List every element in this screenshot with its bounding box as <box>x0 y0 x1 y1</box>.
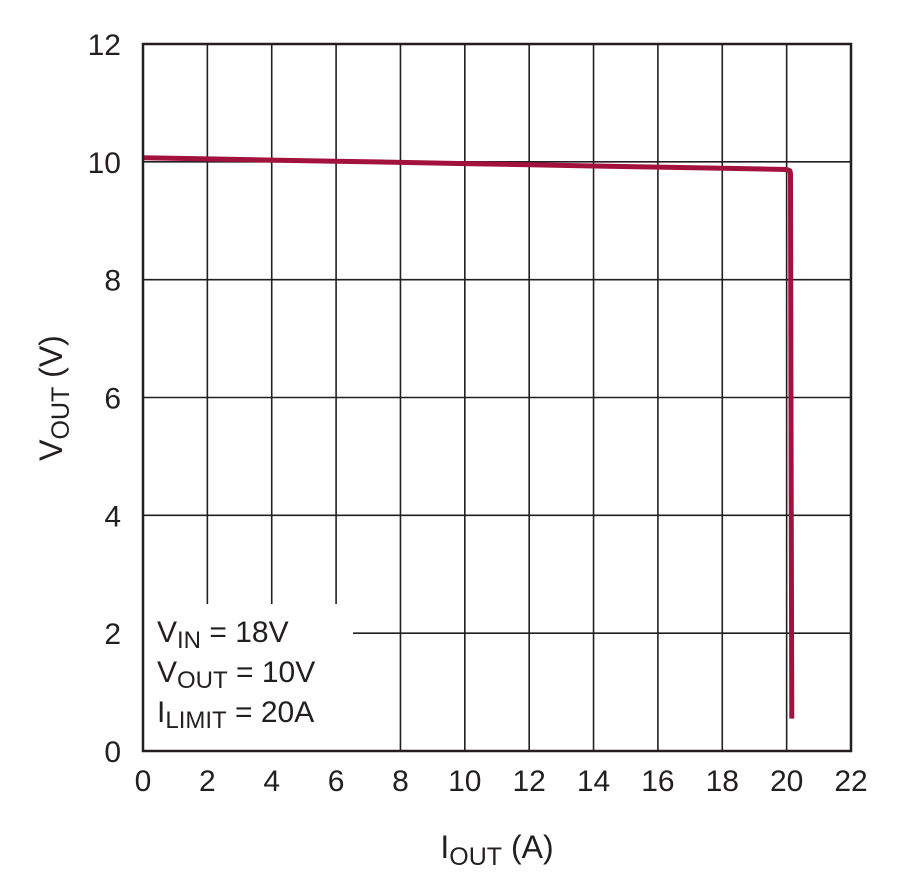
x-tick-label: 22 <box>834 765 867 798</box>
x-tick-label: 4 <box>263 765 280 798</box>
x-tick-label: 0 <box>135 765 152 798</box>
x-tick-label: 20 <box>770 765 803 798</box>
y-axis-label: VOUT (V) <box>33 335 75 461</box>
annotation-vin: VIN = 18V <box>157 616 289 654</box>
y-tick-label: 8 <box>104 265 121 298</box>
x-tick-label: 6 <box>328 765 345 798</box>
annotation-ilimit: ILIMIT = 20A <box>157 696 314 734</box>
y-tick-label: 2 <box>104 618 121 651</box>
annotation-block: VIN = 18V VOUT = 10V ILIMIT = 20A <box>157 616 315 734</box>
x-tick-label: 2 <box>199 765 216 798</box>
x-axis-label: IOUT (A) <box>440 829 553 871</box>
y-tick-label: 6 <box>104 383 121 416</box>
y-tick-label: 4 <box>104 500 121 533</box>
x-tick-label: 10 <box>448 765 481 798</box>
y-tick-label: 0 <box>104 736 121 769</box>
x-tick-label: 18 <box>706 765 739 798</box>
annotation-vout: VOUT = 10V <box>157 656 315 694</box>
x-tick-label: 8 <box>392 765 409 798</box>
plot-frame <box>141 42 853 753</box>
annotation-box <box>143 604 353 750</box>
y-tick-label: 12 <box>88 29 121 62</box>
x-tick-label: 14 <box>577 765 610 798</box>
series-line-vout <box>142 155 795 719</box>
x-tick-label: 12 <box>512 765 545 798</box>
x-tick-label: 16 <box>641 765 674 798</box>
y-tick-label: 10 <box>88 147 121 180</box>
tick-labels: 0 2 4 6 8 10 12 14 16 18 20 22 0 2 4 6 8 10 12 <box>88 29 868 798</box>
